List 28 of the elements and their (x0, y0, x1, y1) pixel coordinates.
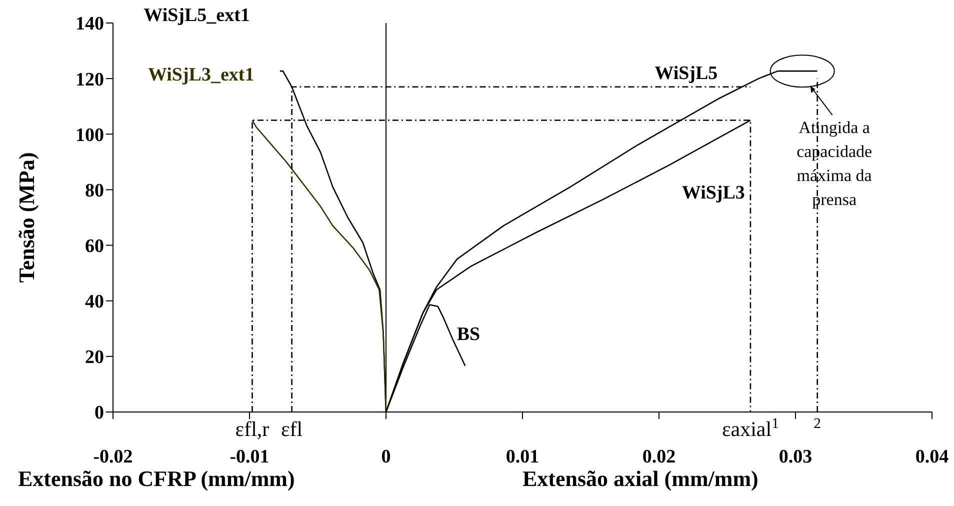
x-axis-title: Extensão no CFRP (mm/mm) (18, 466, 295, 491)
text: WiSjL5_ext1 (144, 5, 250, 26)
y-tick-label: 0 (94, 402, 104, 424)
text: Extensão axial (mm/mm) (522, 466, 758, 491)
y-tick-label: 100 (76, 124, 104, 146)
y-tick-label: 80 (85, 180, 104, 202)
series-label: WiSjL3_ext1 (148, 64, 254, 86)
x-tick-label: 0 (381, 446, 391, 468)
series-label: WiSjL5 (654, 63, 718, 84)
x-tick-label: 0.02 (642, 446, 676, 468)
x-tick-label: 0.01 (506, 446, 540, 468)
annotation: Atingida a capacidade máxima da prensa (796, 118, 872, 210)
series-label: WiSjL3 (682, 182, 745, 204)
y-tick-label: 20 (85, 347, 104, 368)
y-axis-title: Tensão (MPa) (14, 152, 39, 283)
y-tick-label: 40 (85, 292, 104, 313)
annotation: εfl (280, 417, 303, 441)
x-tick-label: 0.03 (778, 446, 812, 468)
x-tick-label: -0.02 (93, 446, 133, 468)
y-tick-label: 60 (85, 236, 104, 258)
annotation: εfl,r (235, 417, 270, 441)
y-tick-label: 120 (76, 69, 104, 90)
x-tick-label: 0.04 (915, 446, 950, 468)
y-tick-label: 140 (76, 14, 104, 35)
series-label: BS (456, 324, 480, 345)
annotation: εaxial$^{1}$ (722, 416, 779, 441)
annotation: 2 (814, 416, 822, 432)
x-tick-label: -0.01 (230, 446, 270, 468)
